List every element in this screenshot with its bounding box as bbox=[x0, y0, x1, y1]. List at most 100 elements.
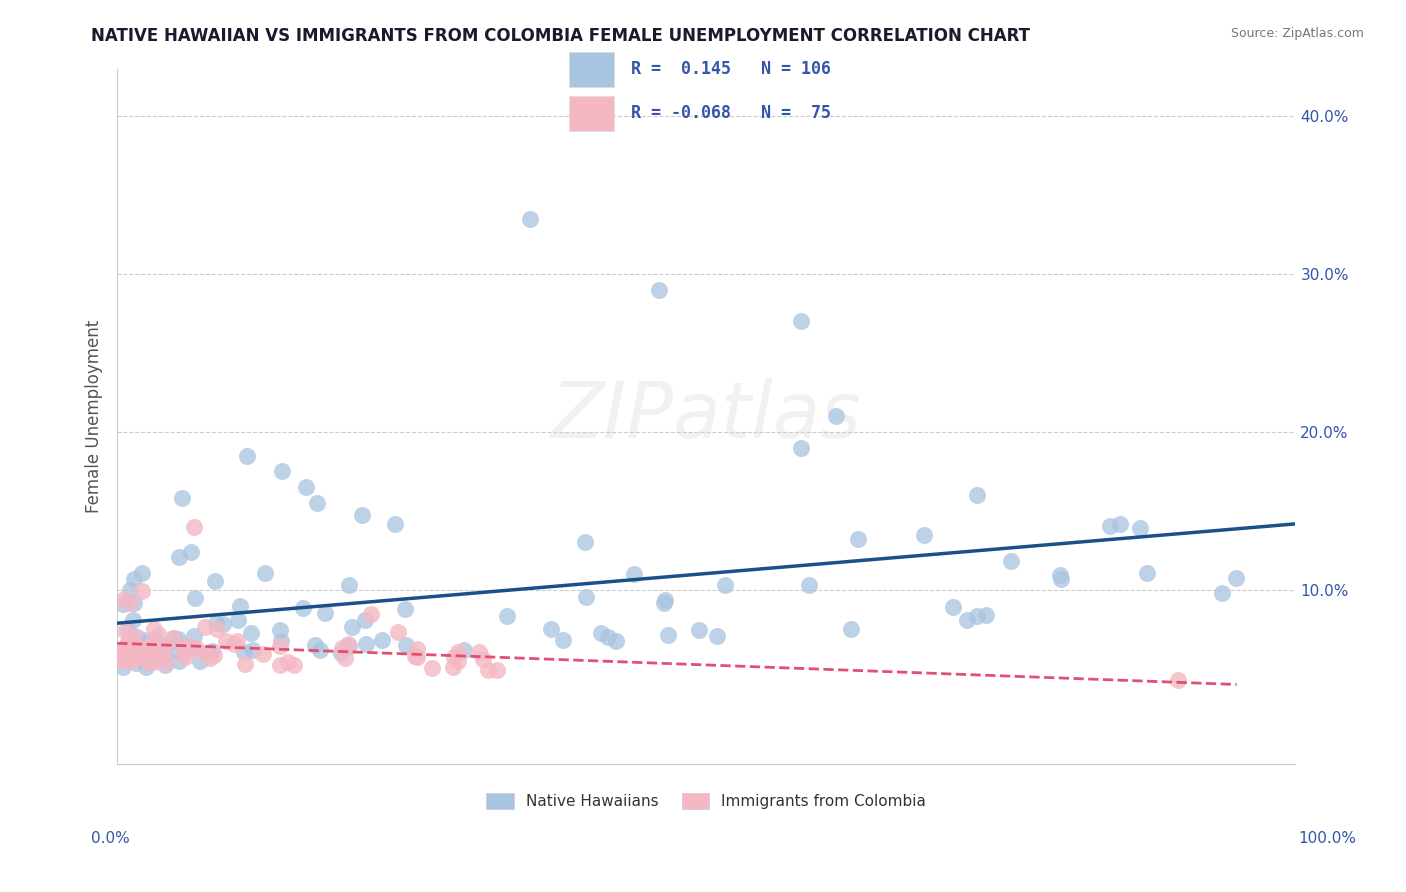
Point bbox=[335, 651, 357, 665]
Point bbox=[468, 645, 491, 659]
Point bbox=[124, 656, 146, 670]
Point bbox=[404, 649, 426, 664]
Point bbox=[153, 657, 176, 672]
Point bbox=[173, 640, 195, 655]
Point bbox=[1109, 517, 1132, 532]
Point bbox=[136, 655, 159, 669]
Text: 100.0%: 100.0% bbox=[1299, 831, 1357, 846]
Point bbox=[148, 628, 170, 642]
Point bbox=[150, 648, 173, 663]
Point bbox=[966, 609, 988, 624]
Point bbox=[110, 653, 132, 667]
Point bbox=[825, 409, 848, 424]
Point bbox=[166, 632, 188, 647]
Point bbox=[172, 491, 194, 505]
FancyBboxPatch shape bbox=[569, 96, 614, 131]
Point bbox=[233, 645, 256, 659]
Point bbox=[360, 607, 382, 622]
Point bbox=[131, 566, 153, 581]
Point bbox=[395, 638, 418, 652]
Point bbox=[135, 639, 157, 653]
Point bbox=[136, 633, 159, 648]
Y-axis label: Female Unemployment: Female Unemployment bbox=[86, 319, 103, 513]
Point bbox=[122, 572, 145, 586]
Point bbox=[447, 645, 470, 659]
Point bbox=[966, 488, 988, 502]
Point bbox=[136, 654, 159, 668]
Point bbox=[574, 534, 596, 549]
Point bbox=[118, 596, 141, 610]
Point bbox=[294, 480, 316, 494]
Point bbox=[789, 314, 811, 328]
Point bbox=[226, 613, 249, 627]
Point bbox=[201, 643, 224, 657]
Point bbox=[112, 644, 135, 658]
Point bbox=[314, 606, 336, 620]
Point bbox=[183, 629, 205, 643]
Point bbox=[789, 441, 811, 455]
Point bbox=[253, 566, 276, 580]
Point bbox=[443, 649, 465, 664]
Point bbox=[162, 632, 184, 646]
Text: R =  0.145   N = 106: R = 0.145 N = 106 bbox=[631, 61, 831, 78]
Point bbox=[394, 602, 416, 616]
Point bbox=[477, 663, 499, 677]
Point bbox=[226, 633, 249, 648]
Point bbox=[688, 624, 710, 638]
Point bbox=[307, 496, 329, 510]
Point bbox=[136, 645, 159, 659]
Point bbox=[120, 654, 142, 668]
Point bbox=[942, 600, 965, 615]
Point bbox=[124, 629, 146, 643]
Point bbox=[224, 637, 246, 651]
Point bbox=[336, 637, 359, 651]
Point bbox=[846, 533, 869, 547]
Point bbox=[270, 633, 292, 648]
FancyBboxPatch shape bbox=[569, 52, 614, 87]
Point bbox=[139, 654, 162, 668]
Point bbox=[654, 593, 676, 607]
Point bbox=[652, 596, 675, 610]
Point bbox=[181, 640, 204, 654]
Point bbox=[330, 646, 353, 660]
Point bbox=[114, 648, 136, 662]
Point bbox=[135, 640, 157, 655]
Text: Source: ZipAtlas.com: Source: ZipAtlas.com bbox=[1230, 27, 1364, 40]
Point bbox=[162, 631, 184, 645]
Point bbox=[1098, 519, 1121, 533]
Point bbox=[125, 630, 148, 644]
Point bbox=[183, 520, 205, 534]
Point bbox=[406, 641, 429, 656]
Point bbox=[184, 591, 207, 605]
Point bbox=[122, 649, 145, 664]
Point bbox=[233, 657, 256, 671]
Point bbox=[166, 642, 188, 657]
Point bbox=[623, 567, 645, 582]
Point bbox=[441, 659, 464, 673]
Point bbox=[198, 646, 221, 660]
Point bbox=[142, 655, 165, 669]
Point bbox=[205, 623, 228, 637]
Point bbox=[839, 623, 862, 637]
Point bbox=[215, 634, 238, 648]
Point bbox=[337, 578, 360, 592]
Point bbox=[141, 636, 163, 650]
Point bbox=[519, 211, 541, 226]
Point bbox=[495, 609, 517, 624]
Legend: Native Hawaiians, Immigrants from Colombia: Native Hawaiians, Immigrants from Colomb… bbox=[481, 787, 932, 815]
Point bbox=[180, 545, 202, 559]
Point bbox=[1211, 586, 1233, 600]
Point bbox=[472, 651, 495, 665]
Point bbox=[112, 591, 135, 606]
Point bbox=[167, 654, 190, 668]
Point bbox=[135, 660, 157, 674]
Point bbox=[112, 646, 135, 660]
Point bbox=[269, 639, 291, 653]
Point bbox=[115, 653, 138, 667]
Point bbox=[797, 578, 820, 592]
Point bbox=[184, 641, 207, 656]
Point bbox=[706, 630, 728, 644]
Text: ZIPatlas: ZIPatlas bbox=[551, 378, 862, 454]
Point bbox=[1129, 521, 1152, 535]
Point bbox=[118, 583, 141, 598]
